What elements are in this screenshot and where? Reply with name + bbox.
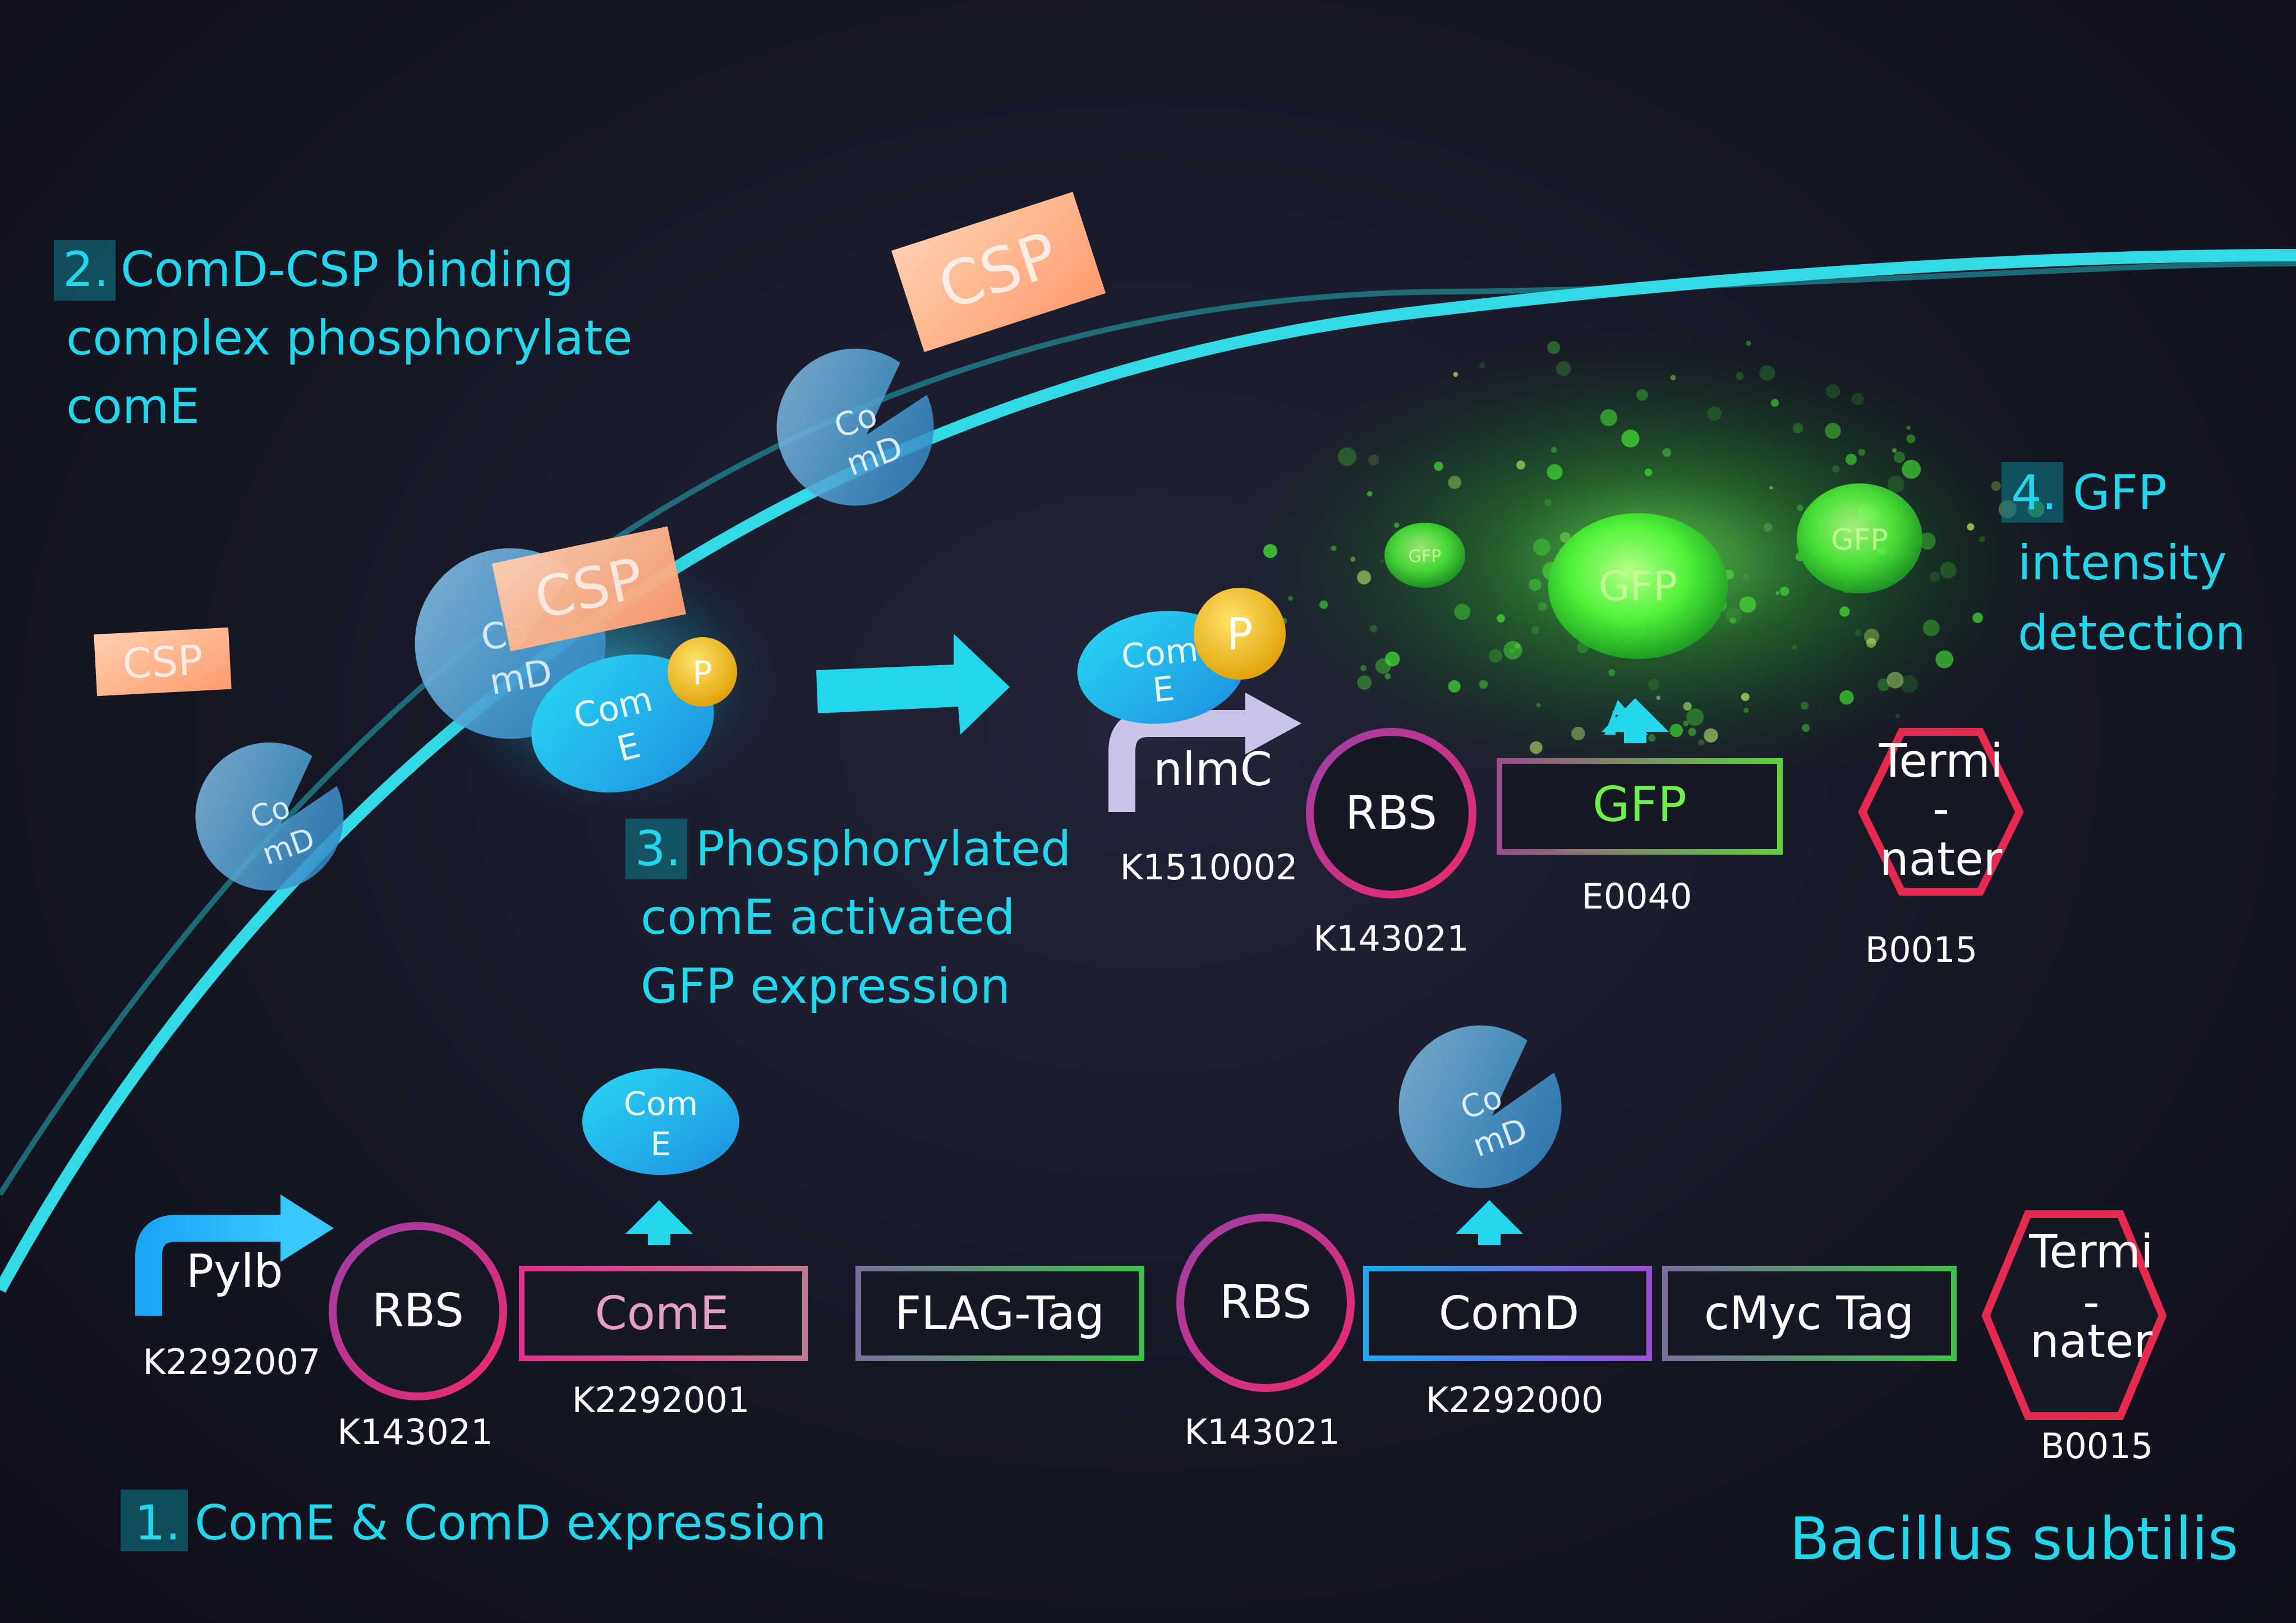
expression-terminator-id: B0015 bbox=[2041, 1426, 2153, 1467]
expression-terminator-line-1: Termi bbox=[2028, 1225, 2154, 1279]
step-4-number: 4. bbox=[2011, 465, 2057, 521]
expression-come-label: ComE bbox=[595, 1287, 729, 1340]
expression-rbs-2-label: RBS bbox=[1220, 1276, 1312, 1329]
step-3-label: 3. Phosphorylated comE activated GFP exp… bbox=[625, 819, 1071, 1015]
expression-promoter-label: Pylb bbox=[186, 1245, 283, 1298]
step-3-line-2: comE activated bbox=[641, 889, 1015, 946]
gfp-molecule-large: GFP bbox=[1548, 513, 1728, 659]
expression-comd-up-arrow bbox=[1456, 1200, 1523, 1234]
expressed-come-label-2: E bbox=[651, 1125, 671, 1163]
step-4-line-3: detection bbox=[2018, 605, 2246, 661]
step-2-label: 2. ComD-CSP binding complex phosphorylat… bbox=[54, 240, 633, 435]
binding-complex: Co mD CSP Com E P bbox=[400, 526, 791, 824]
step-2-line-2: complex phosphorylate bbox=[66, 310, 633, 366]
reporter-come-label-2: E bbox=[1151, 669, 1176, 711]
expression-flag-label: FLAG-Tag bbox=[895, 1287, 1105, 1340]
expression-comd-label: ComD bbox=[1439, 1287, 1579, 1340]
phosphate-complex-label: P bbox=[693, 654, 712, 692]
expression-come-up-arrow bbox=[625, 1200, 693, 1234]
step-1-number: 1. bbox=[135, 1495, 181, 1551]
reporter-phosphate: P bbox=[1194, 588, 1286, 680]
step-4-line-2: intensity bbox=[2018, 535, 2227, 591]
expression-terminator-line-3: nater bbox=[2030, 1315, 2153, 1368]
activation-arrow bbox=[816, 634, 1010, 735]
expressed-come-label-1: Com bbox=[624, 1085, 698, 1123]
step-4-line-1: GFP bbox=[2073, 465, 2167, 521]
reporter-phosphate-label: P bbox=[1226, 610, 1253, 660]
gfp-molecule-medium: GFP bbox=[1797, 483, 1922, 593]
step-2-line-3: comE bbox=[66, 379, 200, 435]
phosphate-complex: P bbox=[668, 637, 737, 707]
expression-come-id: K2292001 bbox=[572, 1380, 750, 1421]
gfp-large-label: GFP bbox=[1599, 562, 1678, 610]
step-4-label: 4. GFP intensity detection bbox=[2001, 462, 2246, 661]
reporter-terminator-id: B0015 bbox=[1865, 929, 1977, 970]
comd-receptor-top: Co mD bbox=[754, 326, 956, 528]
step-2-number: 2. bbox=[63, 242, 109, 298]
comd-receptor-left: Co mD bbox=[174, 722, 364, 911]
expression-rbs-2-id: K143021 bbox=[1184, 1412, 1340, 1453]
reporter-rbs-id: K143021 bbox=[1313, 918, 1469, 959]
step-3-line-1: Phosphorylated bbox=[696, 821, 1071, 877]
expressed-comd: Co mD bbox=[1376, 1003, 1585, 1211]
csp-left-label: CSP bbox=[121, 636, 204, 688]
expressed-come: Com E bbox=[582, 1068, 739, 1175]
expression-promoter-arrowhead bbox=[280, 1195, 334, 1262]
expression-comd-up-arrow-shaft bbox=[1478, 1231, 1501, 1245]
csp-molecule-left: CSP bbox=[94, 628, 231, 696]
step-2-line-1: ComD-CSP binding bbox=[121, 242, 574, 298]
expression-rbs-1-label: RBS bbox=[372, 1284, 464, 1338]
reporter-terminator-line-3: nater bbox=[1880, 833, 2003, 886]
reporter-terminator-line-1: Termi bbox=[1878, 735, 2003, 788]
reporter-promoter-id: K1510002 bbox=[1120, 847, 1298, 888]
step-3-line-3: GFP expression bbox=[641, 958, 1010, 1015]
organism-label: Bacillus subtilis bbox=[1789, 1505, 2238, 1573]
expression-comd-id: K2292000 bbox=[1426, 1380, 1604, 1421]
step-3-number: 3. bbox=[635, 821, 681, 877]
reporter-rbs-label: RBS bbox=[1345, 787, 1437, 840]
gfp-small-label: GFP bbox=[1409, 547, 1442, 566]
step-1-line-1: ComE & ComD expression bbox=[195, 1495, 826, 1551]
gfp-molecule-small: GFP bbox=[1384, 523, 1465, 588]
reporter-promoter-label: nlmC bbox=[1153, 743, 1272, 796]
expression-cmyc-label: cMyc Tag bbox=[1704, 1287, 1914, 1340]
reporter-gfp-up-arrow-shaft bbox=[1624, 729, 1646, 743]
gfp-medium-label: GFP bbox=[1831, 523, 1888, 557]
csp-molecule-top: CSP bbox=[891, 192, 1106, 352]
reporter-gfp-id: E0040 bbox=[1582, 876, 1692, 917]
expression-construct: Pylb K2292007 RBS K143021 ComE K2292001 … bbox=[107, 1003, 2219, 1467]
expression-rbs-1-id: K143021 bbox=[337, 1412, 493, 1453]
step-1-label: 1. ComE & ComD expression bbox=[121, 1490, 826, 1551]
expression-come-up-arrow-shaft bbox=[648, 1231, 670, 1245]
expression-promoter-id: K2292007 bbox=[143, 1341, 321, 1382]
reporter-gfp-label: GFP bbox=[1593, 777, 1687, 833]
reporter-terminator-line-2: - bbox=[1932, 782, 1949, 836]
